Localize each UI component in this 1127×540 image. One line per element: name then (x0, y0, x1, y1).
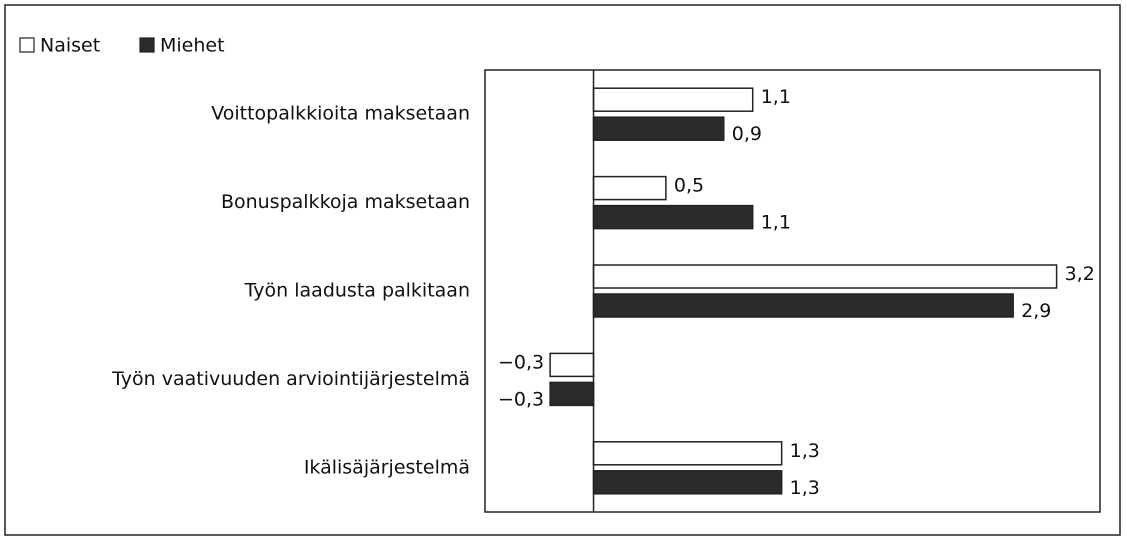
category-label: Voittopalkkioita maksetaan (211, 103, 470, 125)
category-label: Ikälisäjärjestelmä (304, 456, 470, 478)
value-label: −0,3 (498, 351, 544, 373)
value-label: 1,1 (761, 212, 791, 234)
bar (592, 293, 1014, 318)
category-label: Työn vaativuuden arviointijärjestelmä (111, 368, 470, 390)
value-label: 0,5 (674, 175, 704, 197)
bar (592, 470, 783, 495)
bar (592, 264, 1058, 289)
legend-swatch (19, 37, 35, 53)
category-label: Työn laadusta palkitaan (244, 280, 470, 302)
value-label: 1,3 (790, 477, 820, 499)
legend-swatch (139, 37, 155, 53)
bar (549, 381, 595, 407)
legend-label: Naiset (40, 35, 100, 57)
value-label: 2,9 (1021, 300, 1051, 322)
value-label: 1,3 (790, 440, 820, 462)
value-label: 1,1 (761, 86, 791, 108)
bar (592, 441, 783, 466)
value-label: 3,2 (1065, 263, 1095, 285)
value-label: −0,3 (498, 388, 544, 410)
bar (592, 175, 667, 201)
category-label: Bonuspalkkoja maksetaan (221, 191, 470, 213)
bar (592, 204, 754, 230)
bar (592, 116, 725, 141)
legend-label: Miehet (160, 35, 225, 57)
value-label: 0,9 (732, 123, 762, 145)
frame (4, 4, 1121, 536)
plot-area (484, 69, 1101, 513)
bar (592, 87, 754, 112)
bar (549, 352, 595, 378)
